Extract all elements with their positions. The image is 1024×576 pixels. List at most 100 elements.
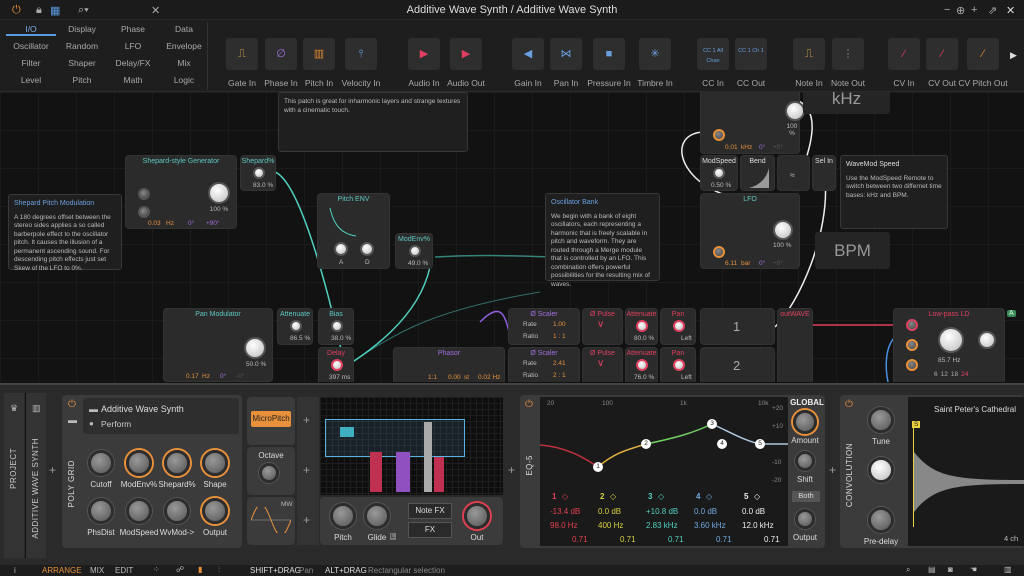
folder-icon[interactable]: ▬ (68, 415, 77, 425)
module-tile-velocity-in[interactable]: ⫯ (345, 38, 377, 70)
keyboard-icon[interactable]: ◙ (948, 565, 953, 574)
module-tile-gate-in[interactable]: ⎍ (226, 38, 258, 70)
cutoff-knob[interactable] (938, 327, 964, 353)
eq-band-handle[interactable]: 2 (641, 439, 651, 449)
attenuate-module[interactable]: Attenuate 86.5 % (277, 308, 313, 345)
module-tile-cv-out[interactable]: ⁄ (926, 38, 958, 70)
category-level[interactable]: Level (20, 75, 42, 85)
pitch-env-module[interactable]: Pitch ENV A D (317, 193, 390, 269)
nodes-icon[interactable]: ☍ (176, 565, 185, 574)
power-icon[interactable]: ⏻ (845, 399, 853, 410)
phasor-module[interactable]: Phasor 1:1 0.00 st 0.02 Hz (393, 347, 505, 382)
mode-dropdown[interactable]: Both (792, 491, 820, 502)
file-icon[interactable]: ▤ (928, 565, 936, 574)
category-pitch[interactable]: Pitch (72, 75, 92, 85)
amount-knob[interactable] (244, 337, 266, 359)
modspeed-module[interactable]: ModSpeed 0.50 % (700, 155, 738, 191)
shift-knob[interactable] (795, 451, 815, 471)
attenuate-knob[interactable] (636, 359, 648, 371)
track-strip[interactable]: ▥ ADDITIVE WAVE SYNTH (25, 393, 46, 558)
power-icon[interactable]: ⏻ (525, 399, 533, 410)
input-knob[interactable] (906, 319, 918, 331)
phase-scaler-module[interactable]: Ø Scaler Rate 1.00 Ratio 1 : 1 (508, 308, 580, 345)
tab-edit[interactable]: EDIT (115, 566, 134, 575)
remote-page-select[interactable]: Perform (101, 419, 132, 429)
add-button[interactable]: + (303, 513, 311, 527)
grid-canvas[interactable]: This patch is great for inharmonic layer… (0, 92, 1024, 382)
mixer-icon[interactable]: ⫶ (218, 565, 220, 574)
mw-slot[interactable]: MW (247, 497, 295, 545)
mod-knob[interactable] (906, 339, 918, 351)
add-device-button[interactable]: + (829, 463, 837, 477)
phase-knob[interactable] (138, 188, 150, 200)
delay-knob[interactable] (331, 359, 343, 371)
amount-knob[interactable] (785, 101, 805, 121)
eq5-device[interactable]: ⏻ EQ-5 20 100 1k 10k +20 +10 -10 -20 1 2 3… (520, 395, 825, 548)
knob-shape[interactable] (202, 450, 228, 476)
pan-module[interactable]: Pan Left (660, 347, 696, 382)
pan-modulator-module[interactable]: Pan Modulator 50.0 % 0.17 Hz 0° -0° (163, 308, 273, 382)
band-q[interactable]: 0.71 (764, 535, 780, 544)
eq-band-handle[interactable]: 5 (755, 439, 765, 449)
output-knob[interactable] (795, 509, 815, 529)
bias-module[interactable]: Bias 38.0 % (318, 308, 354, 345)
preset-header[interactable]: ▬ Additive Wave Synth ● Perform (83, 398, 239, 434)
module-tile-audio-out[interactable]: ▶ (450, 38, 482, 70)
band-type-icon[interactable]: ◇ (562, 492, 569, 501)
poly-grid-device[interactable]: ⏻ ▬ POLY GRID ▬ Additive Wave Synth ● Pe… (62, 395, 242, 548)
out-knob[interactable] (464, 503, 490, 529)
shepard-note[interactable]: Shepard Pitch Modulation A 180 degrees o… (8, 194, 122, 272)
eq-band-handle[interactable]: 1 (593, 462, 603, 472)
module-tile-pressure-in[interactable]: ■ (593, 38, 625, 70)
sel-in-module[interactable]: Sel In (812, 155, 836, 191)
eq-band-handle[interactable]: 3 (707, 419, 717, 429)
category-data[interactable]: Data (175, 24, 193, 34)
popout-icon[interactable]: ⇗ (988, 5, 998, 17)
module-tile-cv-pitch-out[interactable]: ⁄ (967, 38, 999, 70)
glide-knob[interactable] (364, 503, 390, 529)
device-panel-icon[interactable]: ▮ (198, 565, 203, 574)
project-strip[interactable]: ♛ PROJECT (4, 393, 24, 558)
glide-mode-badge[interactable]: L (390, 533, 396, 540)
lowpass-module[interactable]: Low-pass LD 85.7 Hz 6 12 18 24 (893, 308, 1005, 382)
power-icon[interactable]: ⏻ (12, 4, 21, 16)
close-icon[interactable]: ✕ (1006, 5, 1016, 17)
slope-option[interactable]: 24 (961, 371, 969, 378)
convolution-device[interactable]: ⏻ CONVOLUTION Tune Pre-delay Saint Peter… (840, 395, 1024, 548)
scroll-right-icon[interactable]: ▶ (1010, 50, 1017, 60)
grid-overview[interactable] (320, 397, 503, 495)
slope-option[interactable]: 18 (950, 371, 959, 378)
note-fx-button[interactable]: Note FX (408, 503, 452, 519)
knob-modenv[interactable] (126, 450, 152, 476)
lfo-module[interactable]: LFO 100 % 6.11 bar 0° +0° (700, 193, 800, 269)
tab-mix[interactable]: MIX (90, 566, 105, 575)
info-button[interactable]: i (14, 566, 16, 575)
rate-knob[interactable] (713, 246, 725, 258)
category-envelope[interactable]: Envelope (166, 41, 202, 51)
minimize-icon[interactable]: − (944, 4, 951, 16)
pan-knob[interactable] (673, 320, 685, 332)
merge-input-module[interactable]: 1 (700, 308, 775, 345)
band-gain[interactable]: +10.8 dB (646, 507, 679, 516)
band-q[interactable]: 0.71 (716, 535, 732, 544)
piano-icon[interactable]: ▥ (1004, 565, 1012, 574)
band-type-icon[interactable]: ◇ (658, 492, 665, 501)
rate-knob[interactable] (138, 206, 150, 218)
tune-knob[interactable] (868, 407, 894, 433)
module-tile-gain-in[interactable]: ◀ (512, 38, 544, 70)
category-filter[interactable]: Filter (21, 58, 41, 68)
band-freq[interactable]: 400 Hz (598, 521, 624, 530)
bend-module[interactable]: Bend (740, 155, 775, 191)
band-type-icon[interactable]: ◇ (706, 492, 713, 501)
modenv-knob[interactable] (409, 245, 421, 257)
pointer-icon[interactable]: ☚ (970, 565, 978, 574)
pitch-knob[interactable] (330, 503, 356, 529)
knob-shepard[interactable] (164, 450, 190, 476)
band-q[interactable]: 0.71 (620, 535, 636, 544)
phase-pulse-module[interactable]: Ø Pulse ∨ (582, 308, 623, 345)
band-q[interactable]: 0.71 (668, 535, 684, 544)
band-gain[interactable]: 0.0 dB (694, 507, 718, 516)
category-mix[interactable]: Mix (177, 58, 191, 68)
resonance-knob[interactable] (978, 331, 996, 349)
